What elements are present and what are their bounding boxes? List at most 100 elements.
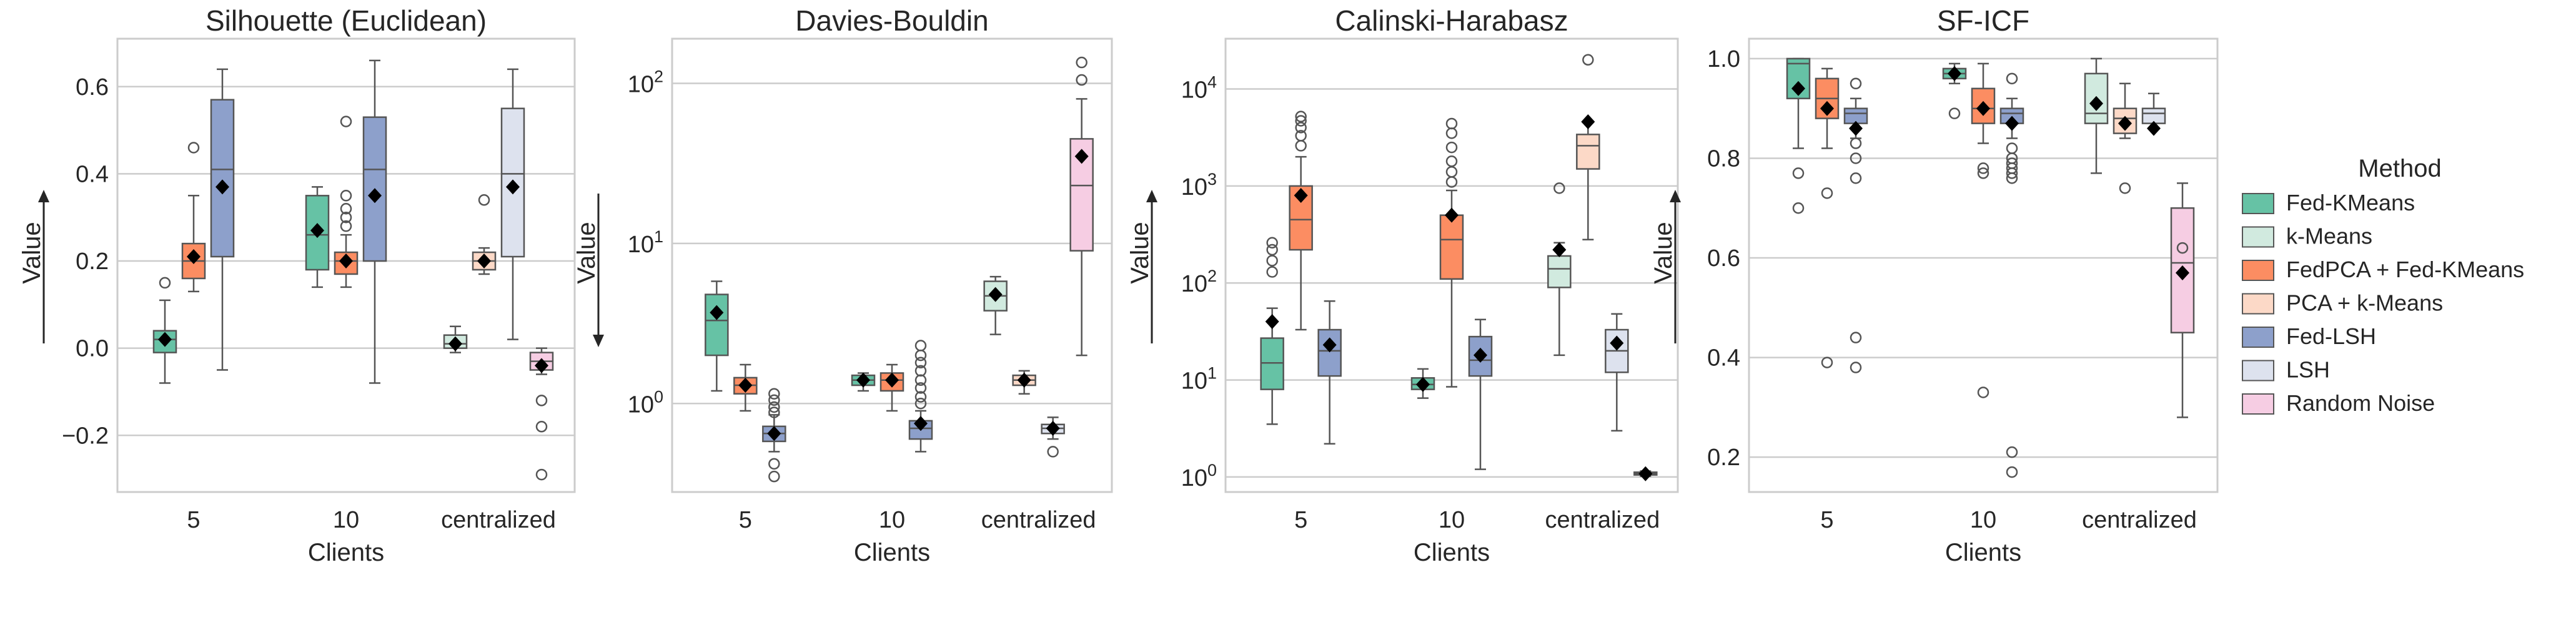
y-tick-label: 0.0: [76, 336, 109, 362]
outlier-point: [2176, 242, 2189, 254]
legend-label: Random Noise: [2286, 390, 2435, 416]
mean-marker: [2118, 116, 2132, 131]
y-tick-label: 101: [1181, 364, 1217, 395]
legend-swatch: [2242, 393, 2274, 415]
direction-arrow-up: [38, 190, 49, 202]
outlier-point: [2006, 167, 2018, 179]
box-lsh: [1605, 313, 1629, 432]
legend-swatch: [2242, 260, 2274, 281]
outlier-point: [1821, 187, 1833, 199]
outlier-point: [187, 142, 200, 154]
legend-item: k-Means: [2242, 224, 2372, 249]
mean-marker: [1552, 242, 1567, 258]
box-fedpca-fed-kmeans: [1289, 111, 1313, 331]
box-fedpca-fed-kmeans: [879, 363, 904, 412]
mean-marker: [1294, 187, 1308, 203]
legend-swatch: [2242, 226, 2274, 248]
legend-swatch: [2242, 293, 2274, 315]
box-pca-k-means: [1012, 370, 1036, 395]
outlier-point: [340, 203, 352, 215]
chart-panel-3: 100101102103104Calinski-HarabaszValueCli…: [1126, 4, 1679, 566]
outlier-point: [1445, 155, 1458, 167]
x-tick-label: centralized: [981, 507, 1096, 533]
legend-item: Random Noise: [2242, 390, 2435, 416]
outlier-point: [1582, 54, 1594, 66]
box-fedpca-fed-kmeans: [1971, 62, 1996, 398]
outlier-point: [2006, 142, 2018, 154]
mean-marker: [1791, 81, 1805, 96]
box-body: [705, 293, 729, 357]
outlier-point: [1266, 237, 1278, 249]
tick-exponent: 2: [1207, 267, 1217, 285]
box-lsh: [500, 68, 525, 340]
legend-item: FedPCA + Fed-KMeans: [2242, 257, 2524, 282]
legend-swatch: [2242, 193, 2274, 214]
legend-label: Fed-LSH: [2286, 323, 2376, 349]
box-random-noise: [2170, 182, 2195, 418]
outlier-point: [340, 190, 352, 202]
y-tick-label: 104: [1181, 73, 1217, 104]
outlier-point: [768, 388, 780, 400]
box-body: [305, 195, 330, 271]
outlier-point: [1445, 127, 1458, 139]
x-axis-label: Clients: [1414, 539, 1490, 566]
y-tick-label: 0.6: [1707, 245, 1740, 272]
legend-title: Method: [2358, 155, 2441, 182]
mean-marker: [767, 426, 781, 441]
box-fedpca-fed-kmeans: [1815, 67, 1840, 368]
box-fed-kmeans: [305, 186, 330, 288]
outlier-point: [1445, 117, 1458, 130]
x-tick-label: centralized: [2082, 507, 2197, 533]
mean-marker: [1474, 347, 1487, 363]
box-fed-kmeans: [851, 372, 876, 392]
outlier-point: [1850, 172, 1862, 184]
outlier-point: [2006, 446, 2018, 458]
outlier-point: [535, 421, 548, 433]
outlier-point: [1850, 77, 1862, 90]
tick-exponent: 0: [1207, 461, 1217, 480]
box-k-means: [2084, 57, 2109, 174]
outlier-point: [1850, 137, 1862, 149]
box-fed-kmeans: [1786, 57, 1811, 214]
y-axis-label: Value: [573, 222, 600, 283]
box-body: [1317, 328, 1342, 377]
outlier-point: [340, 220, 352, 232]
outlier-point: [1076, 56, 1087, 69]
box-fed-kmeans: [1260, 237, 1284, 425]
mean-marker: [914, 416, 928, 431]
box-random-noise: [1633, 466, 1658, 481]
x-axis-label: Clients: [1945, 539, 2021, 566]
box-body: [1439, 214, 1464, 280]
direction-arrow-down: [593, 335, 604, 347]
y-tick-label: 0.2: [1707, 445, 1740, 471]
mean-marker: [477, 253, 491, 269]
box-pca-k-means: [1576, 54, 1600, 241]
outlier-point: [768, 458, 780, 470]
y-tick-label: 0.4: [1707, 345, 1740, 372]
outlier-point: [1266, 244, 1278, 256]
mean-marker: [1265, 314, 1279, 330]
plot-frame: [116, 37, 576, 493]
outlier-point: [1553, 182, 1565, 194]
outlier-point: [2006, 72, 2018, 85]
outlier-point: [2119, 182, 2131, 194]
chart-title: SF-ICF: [1937, 4, 2029, 37]
x-tick-label: 10: [1439, 507, 1465, 533]
outlier-point: [914, 391, 927, 403]
chart-panel-1: −0.2 0.0 0.2 0.4 0.6 Silhouette (Euclidean) Va…: [18, 4, 576, 566]
outlier-point: [768, 401, 780, 413]
chart-title: Silhouette (Euclidean): [206, 4, 487, 37]
box-fed-kmeans: [1410, 368, 1435, 399]
mean-marker: [738, 378, 753, 393]
tick-exponent: 2: [654, 67, 663, 86]
box-body: [1786, 57, 1811, 99]
outlier-point: [914, 365, 927, 377]
tick-exponent: 4: [1207, 73, 1217, 92]
mean-marker: [1638, 466, 1653, 481]
legend-label: k-Means: [2286, 224, 2372, 249]
box-fed-lsh: [210, 68, 235, 371]
outlier-point: [1445, 165, 1458, 178]
y-tick-label: 101: [628, 227, 663, 258]
